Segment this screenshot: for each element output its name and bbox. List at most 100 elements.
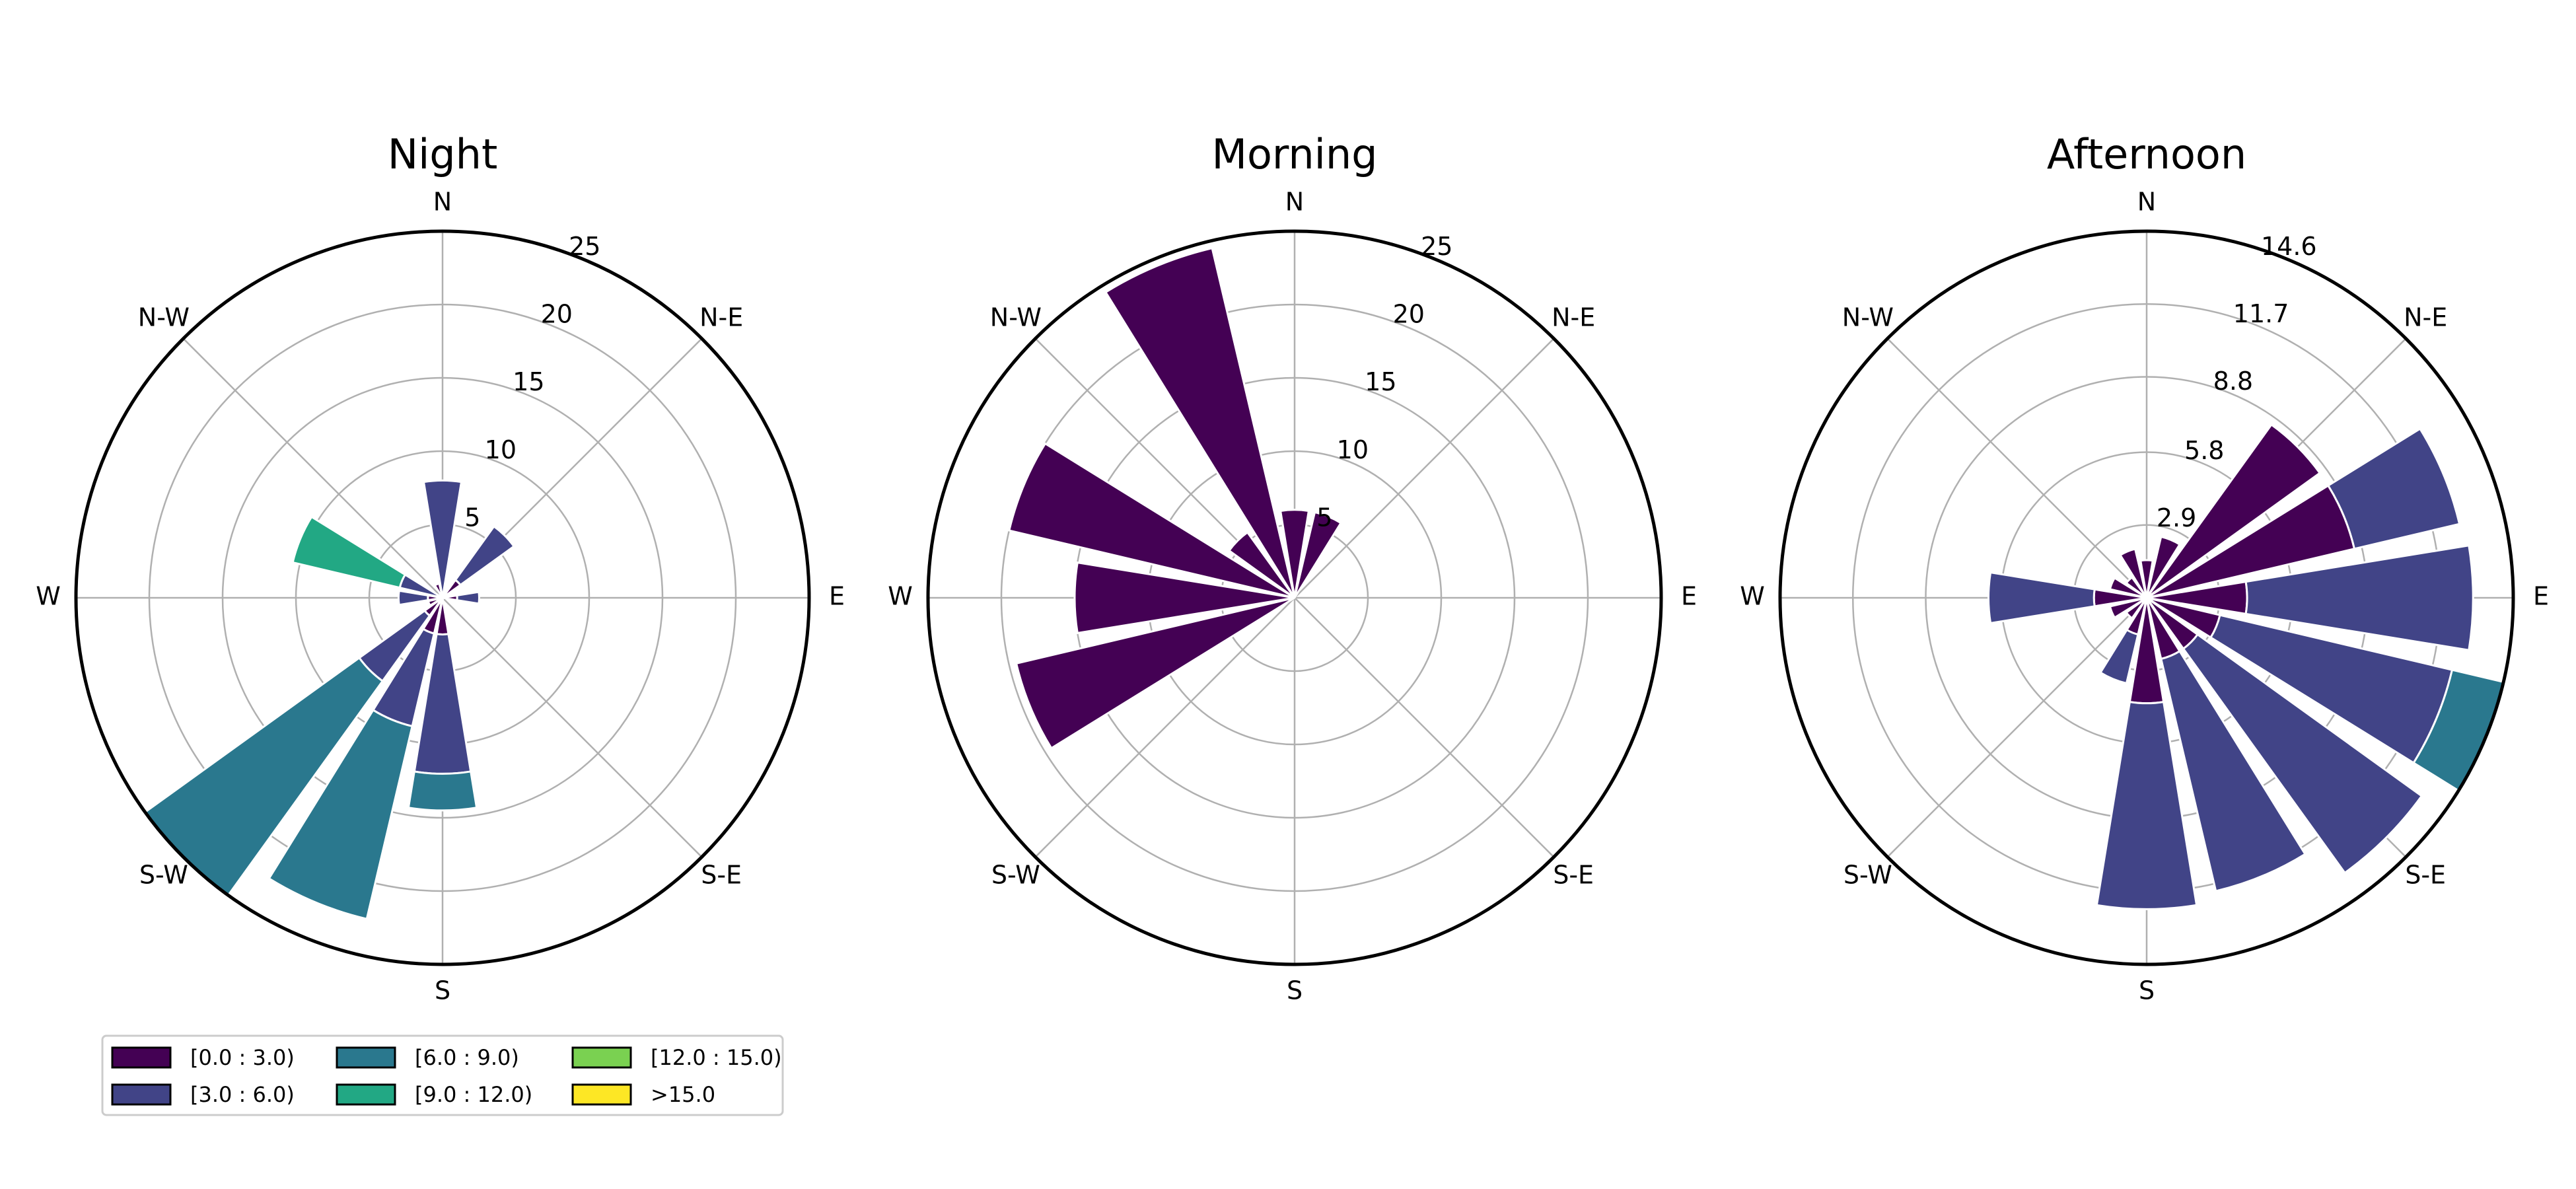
outer-ring: [74, 229, 811, 966]
direction-label-n: N: [433, 188, 452, 217]
legend-item: [0.0 : 3.0): [111, 1045, 295, 1070]
direction-label-s-w: S-W: [139, 861, 188, 890]
panel-title-afternoon: Afternoon: [2047, 130, 2246, 178]
bar-morning-22.5-bin0: [1293, 511, 1343, 598]
grid-spoke: [182, 338, 443, 598]
grid-spoke: [1294, 597, 1555, 858]
legend-label: [3.0 : 6.0): [190, 1082, 295, 1107]
radial-tick-label: 5.8: [2184, 436, 2224, 465]
bar-afternoon-90-bin1: [2244, 544, 2474, 651]
radial-tick-label: 11.7: [2233, 299, 2289, 328]
legend-label: [9.0 : 12.0): [415, 1082, 532, 1107]
windrose-panels: N N-E E S-E S S-W W N-W 5 10 15 20 25 Night N N-E E S-E S S…: [36, 130, 2549, 1005]
direction-label-e: E: [829, 582, 845, 611]
bar-afternoon-315-bin0: [2125, 576, 2148, 599]
bar-afternoon-225-bin0: [2125, 596, 2148, 620]
legend-item: [9.0 : 12.0): [336, 1082, 532, 1107]
legend-swatch: [571, 1046, 632, 1069]
legend-item: >15.0: [571, 1082, 715, 1107]
bar-afternoon-67.5-bin1: [2326, 427, 2461, 550]
radial-tick-label: 15: [1365, 367, 1396, 396]
bar-night-180-bin2: [407, 770, 478, 812]
bar-morning-292.5-bin0: [1008, 442, 1295, 599]
radial-tick-label: 25: [569, 232, 600, 261]
bar-afternoon-0-bin0: [2139, 559, 2154, 598]
radial-tick-label: 5: [1316, 503, 1332, 532]
bar-afternoon-202.5-bin1: [2098, 628, 2139, 685]
radial-tick-label: 15: [513, 367, 544, 396]
bar-afternoon-270-bin1: [1987, 571, 2096, 625]
legend: [0.0 : 3.0) [3.0 : 6.0) [6.0 : 9.0) [9.0 : …: [101, 1034, 784, 1116]
bar-night-0-bin1: [422, 479, 463, 598]
direction-label-s-w: S-W: [1843, 861, 1892, 890]
panel-afternoon: N N-E E S-E S S-W W N-W 2.9 5.8 8.8 11.7 14.6 Afterno…: [1740, 130, 2549, 1005]
direction-label-e: E: [1681, 582, 1697, 611]
bar-morning-315-bin0: [1227, 530, 1296, 599]
bar-afternoon-135-bin1: [2182, 633, 2423, 875]
panel-morning: N N-E E S-E S S-W W N-W 5 10 15 20 25 Morning: [888, 130, 1697, 1005]
bar-night-202.5-bin2: [268, 708, 413, 920]
direction-label-n-e: N-E: [1552, 303, 1595, 332]
direction-label-s-w: S-W: [991, 861, 1040, 890]
radial-tick-label: 20: [1393, 300, 1425, 329]
radial-tick-label: 2.9: [2157, 503, 2196, 532]
direction-label-n-w: N-W: [138, 303, 190, 332]
bar-morning-247.5-bin0: [1015, 596, 1295, 750]
radial-tick-label: 20: [541, 300, 573, 329]
legend-item: [3.0 : 6.0): [111, 1082, 295, 1107]
direction-label-w: W: [36, 582, 61, 611]
grid-spoke: [442, 597, 703, 858]
direction-label-n-w: N-W: [1842, 303, 1894, 332]
bar-morning-0-bin0: [1279, 509, 1310, 598]
panel-night: N N-E E S-E S S-W W N-W 5 10 15 20 25 Night: [36, 130, 845, 1005]
legend-item: [12.0 : 15.0): [571, 1045, 782, 1070]
legend-item: [6.0 : 9.0): [336, 1045, 519, 1070]
panel-title-morning: Morning: [1212, 130, 1378, 178]
bar-afternoon-45-bin0: [2145, 423, 2322, 599]
bars: [1987, 423, 2505, 910]
bar-morning-337.5-bin0: [1104, 246, 1296, 598]
radial-tick-label: 8.8: [2213, 367, 2253, 396]
direction-label-w: W: [888, 582, 913, 611]
bar-night-45-bin1: [454, 524, 516, 587]
radial-tick-label: 10: [485, 435, 517, 464]
radial-tick-label: 10: [1337, 435, 1369, 464]
radial-tick-label: 5: [464, 503, 480, 532]
legend-label: [0.0 : 3.0): [190, 1045, 295, 1070]
legend-label: [6.0 : 9.0): [415, 1045, 519, 1070]
bar-afternoon-22.5-bin0: [2145, 535, 2182, 598]
panel-title-night: Night: [388, 130, 498, 178]
bars: [1008, 246, 1343, 750]
direction-label-s-e: S-E: [2405, 861, 2446, 890]
bar-afternoon-292.5-bin0: [2108, 576, 2147, 599]
bar-night-337.5-bin0: [433, 582, 444, 598]
direction-label-n-w: N-W: [990, 303, 1042, 332]
direction-label-n-e: N-E: [699, 303, 743, 332]
legend-swatch: [571, 1083, 632, 1106]
grid-spoke: [1034, 597, 1295, 858]
bar-night-292.5-bin3: [291, 515, 407, 589]
direction-label-s-e: S-E: [1553, 861, 1594, 890]
direction-label-n-e: N-E: [2404, 303, 2447, 332]
radial-tick-label: 25: [1421, 232, 1452, 261]
direction-label-e: E: [2533, 582, 2549, 611]
bar-afternoon-180-bin1: [2095, 700, 2198, 910]
direction-label-n: N: [1285, 188, 1304, 217]
grid-spoke: [1886, 597, 2147, 858]
direction-label-s-e: S-E: [701, 861, 742, 890]
legend-swatch: [336, 1046, 396, 1069]
bar-night-247.5-bin0: [427, 596, 443, 607]
direction-label-s: S: [1287, 976, 1303, 1005]
direction-label-w: W: [1740, 582, 1765, 611]
bar-night-90-bin1: [456, 591, 480, 605]
bars: [143, 479, 516, 920]
bar-afternoon-157.5-bin1: [2160, 649, 2307, 892]
bar-afternoon-247.5-bin0: [2108, 596, 2147, 620]
bar-morning-270-bin0: [1073, 561, 1295, 635]
legend-label: >15.0: [651, 1082, 715, 1107]
legend-swatch: [111, 1046, 172, 1069]
direction-label-s: S: [2139, 976, 2155, 1005]
direction-label-n: N: [2137, 188, 2156, 217]
grid-spoke: [1294, 338, 1555, 598]
